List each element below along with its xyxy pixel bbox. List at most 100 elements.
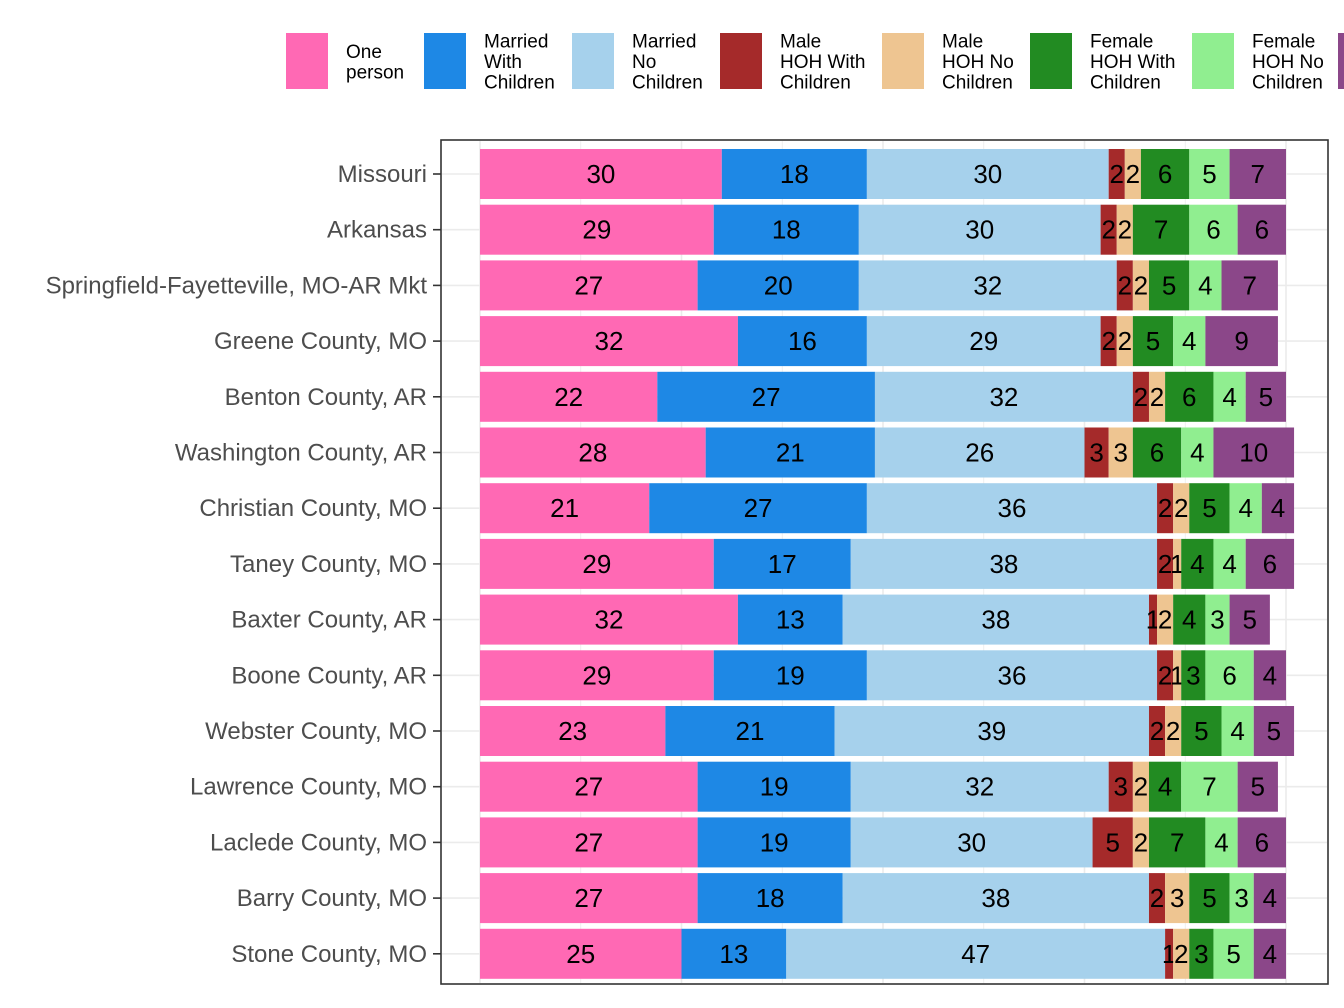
data-label: 20 (764, 270, 793, 300)
bar-segment (1181, 427, 1214, 478)
bar-segment (1213, 371, 1246, 422)
data-label: 39 (977, 716, 1006, 746)
bar-segment (1205, 650, 1254, 701)
legend-label: Married (632, 32, 696, 53)
bar-segment (737, 594, 843, 645)
legend-key (1030, 33, 1072, 89)
bar-segment (1189, 873, 1230, 924)
data-label: 30 (957, 827, 986, 857)
legend-label: One (346, 42, 382, 63)
data-label: 3 (1194, 939, 1208, 969)
data-label: 2 (1174, 493, 1188, 523)
data-label: 2 (1110, 159, 1124, 189)
legend-label: With (484, 52, 522, 73)
data-label: 30 (965, 215, 994, 245)
data-label: 18 (772, 215, 801, 245)
data-label: 1 (1146, 605, 1160, 635)
category-label: Boone County, AR (231, 662, 427, 689)
data-label: 4 (1238, 493, 1252, 523)
data-label: 23 (558, 716, 587, 746)
bar-segment (1189, 260, 1222, 311)
data-label: 6 (1263, 549, 1277, 579)
data-label: 17 (768, 549, 797, 579)
bar-segment (480, 316, 738, 367)
bar-segment (1221, 260, 1278, 311)
data-label: 3 (1170, 883, 1184, 913)
category-label: Benton County, AR (225, 384, 427, 411)
legend-key (1192, 33, 1234, 89)
data-label: 2 (1118, 270, 1132, 300)
bar-segment (480, 371, 658, 422)
category-label: Taney County, MO (230, 551, 427, 578)
bar-segment (1173, 538, 1182, 589)
bar-segment (1157, 483, 1174, 534)
bar-segment (1181, 538, 1214, 589)
bar-segment (1132, 761, 1149, 812)
legend-label: Children (632, 73, 703, 94)
data-label: 5 (1162, 270, 1176, 300)
legend-key (882, 33, 924, 89)
bar-segment (1165, 873, 1190, 924)
bar-segment (1173, 650, 1182, 701)
data-label: 32 (973, 270, 1002, 300)
bar-segment (697, 260, 859, 311)
bar-segment (1253, 873, 1286, 924)
data-label: 7 (1154, 215, 1168, 245)
bar-segment (1261, 483, 1295, 534)
data-label: 5 (1202, 883, 1216, 913)
bar-segment (1132, 260, 1149, 311)
data-label: 2 (1101, 215, 1115, 245)
bar-segment (1189, 928, 1214, 979)
data-label: 6 (1222, 660, 1236, 690)
bar-segment (480, 149, 722, 199)
data-label: 4 (1263, 883, 1277, 913)
bar-segment (1148, 594, 1158, 645)
bar-segment (874, 427, 1085, 478)
bar-segment (1116, 260, 1133, 311)
data-label: 16 (788, 326, 817, 356)
data-label: 3 (1089, 438, 1103, 468)
legend-label: Female (1090, 32, 1153, 53)
bar-segment (480, 650, 714, 701)
bar-segment (713, 538, 851, 589)
bar-segment (1245, 538, 1295, 589)
bar-segment (1189, 149, 1230, 199)
category-label: Laclede County, MO (210, 829, 427, 856)
data-label: 7 (1202, 772, 1216, 802)
data-label: 30 (586, 159, 615, 189)
bar-segment (1116, 316, 1133, 367)
data-label: 38 (981, 883, 1010, 913)
data-label: 2 (1158, 660, 1172, 690)
bar-segment (1245, 371, 1286, 422)
data-label: 19 (760, 827, 789, 857)
data-label: 32 (594, 326, 623, 356)
data-label: 1 (1170, 660, 1184, 690)
bar-segment (1116, 204, 1133, 255)
data-label: 9 (1234, 326, 1248, 356)
bar-segment (1237, 817, 1286, 868)
legend: OnepersonMarriedWithChildrenMarriedNoChi… (286, 32, 1344, 94)
bar-segment (1181, 706, 1222, 756)
data-label: 2 (1158, 549, 1172, 579)
bar-segment (1221, 706, 1254, 756)
bar-segment (1157, 594, 1174, 645)
category-label: Stone County, MO (231, 941, 427, 968)
bar-segment (1165, 928, 1174, 979)
bar-segment (480, 817, 698, 868)
data-label: 38 (981, 605, 1010, 635)
bar-segment (1173, 316, 1206, 367)
bar-segment (737, 316, 867, 367)
legend-label: Children (780, 73, 851, 94)
category-axis: Missouri Arkansas Springfield-Fayetteville… (46, 161, 441, 968)
bar-segment (480, 706, 666, 756)
category-label: Barry County, MO (237, 885, 427, 912)
bar-segment (1132, 371, 1149, 422)
data-label: 18 (756, 883, 785, 913)
data-label: 5 (1259, 382, 1273, 412)
data-label: 4 (1190, 549, 1204, 579)
